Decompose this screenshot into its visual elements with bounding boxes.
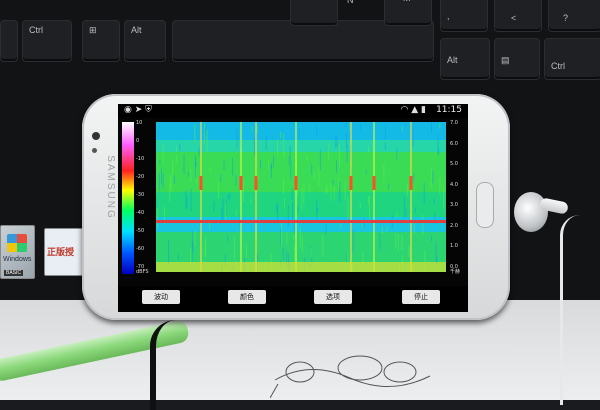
transient-peak bbox=[239, 176, 243, 190]
right-scale-label: 7.0 bbox=[450, 120, 458, 126]
right-scale-label: 4.0 bbox=[450, 181, 458, 188]
windows-logo-icon bbox=[7, 234, 27, 252]
key-menu[interactable]: ▤ bbox=[494, 38, 540, 80]
color-button[interactable]: 颜色 bbox=[228, 290, 266, 304]
black-cable bbox=[150, 320, 176, 410]
phone-screen: ◉ ➤ ⛨ ◠ ▲ ▮ 11:15 10 0 -10 -20 -30 -40 -50 -60 -… bbox=[118, 104, 468, 312]
spectrogram-band bbox=[156, 217, 446, 232]
tone-line bbox=[156, 220, 446, 223]
home-button[interactable] bbox=[476, 182, 494, 228]
transient-peak bbox=[372, 176, 376, 190]
left-scale-label: -30 bbox=[136, 192, 145, 198]
key-n[interactable]: N bbox=[290, 0, 354, 26]
left-scale-label: -20 bbox=[136, 174, 145, 180]
right-scale-unit: 千赫 bbox=[450, 269, 461, 275]
spectrogram-view: 10 0 -10 -20 -30 -40 -50 -60 -70 dBFS 7.0 6.0 5.0 4.… bbox=[118, 118, 468, 286]
noise-floor bbox=[156, 262, 446, 272]
key-question[interactable]: ? bbox=[548, 0, 600, 32]
earphone-wire bbox=[560, 215, 587, 405]
left-scale-label: -40 bbox=[136, 210, 145, 216]
transient-peak bbox=[294, 176, 298, 190]
key-label: < bbox=[511, 13, 517, 23]
key-label: N bbox=[347, 0, 354, 5]
notification-icons: ◉ ➤ ⛨ bbox=[124, 105, 152, 115]
windows-sticker: Windows BASIC bbox=[0, 225, 35, 279]
phone-brand: SAMSUNG bbox=[104, 155, 116, 220]
right-scale-label: 5.0 bbox=[450, 161, 458, 167]
spectrogram-image bbox=[156, 122, 446, 272]
stop-button[interactable]: 停止 bbox=[402, 290, 440, 304]
transient-peak bbox=[349, 176, 353, 190]
left-scale-label: 10 bbox=[136, 120, 143, 126]
key-alt-left[interactable]: Alt bbox=[124, 20, 166, 62]
status-bar: ◉ ➤ ⛨ ◠ ▲ ▮ 11:15 bbox=[118, 104, 468, 118]
wifi-signal-battery-icon: ◠ ▲ ▮ bbox=[400, 105, 426, 115]
key-label: Ctrl bbox=[551, 61, 565, 71]
key-ctrl-left[interactable]: Ctrl bbox=[22, 20, 72, 62]
status-time: 11:15 bbox=[436, 105, 462, 115]
genuine-sticker-text: 正版授 bbox=[47, 247, 75, 257]
key-space[interactable] bbox=[172, 20, 434, 62]
transient-peak bbox=[199, 176, 203, 190]
key-ctrl-right[interactable]: Ctrl bbox=[544, 38, 600, 80]
key-label: Alt bbox=[131, 25, 142, 35]
left-scale-label: -10 bbox=[136, 156, 145, 162]
key-m[interactable]: M bbox=[384, 0, 432, 26]
left-scale-unit: dBFS bbox=[136, 269, 149, 275]
right-scale-label: 3.0 bbox=[450, 202, 458, 208]
spectrogram-band bbox=[156, 152, 446, 192]
left-scale-label: -50 bbox=[136, 228, 145, 234]
windows-sticker-text: Windows bbox=[3, 256, 32, 263]
key-label: ? bbox=[563, 13, 569, 23]
transient-peak bbox=[254, 176, 258, 190]
pencil-sketch bbox=[270, 355, 431, 399]
left-scale-label: -60 bbox=[136, 246, 145, 252]
left-scale-label: -70 bbox=[136, 264, 145, 270]
key-comma[interactable]: , bbox=[440, 0, 488, 32]
key-label: Alt bbox=[447, 55, 458, 65]
key-label: Ctrl bbox=[29, 25, 43, 35]
front-camera-icon bbox=[92, 132, 100, 140]
waveform-button[interactable]: 波动 bbox=[142, 290, 180, 304]
color-scale-bar bbox=[122, 122, 134, 274]
windows-edition-text: BASIC bbox=[4, 270, 24, 276]
key-fn-row[interactable] bbox=[0, 20, 18, 62]
smartphone: SAMSUNG ◉ ➤ ⛨ ◠ ▲ ▮ 11:15 10 0 -10 -20 -30 -4… bbox=[82, 94, 510, 320]
menu-icon: ▤ bbox=[501, 55, 510, 65]
key-label: , bbox=[447, 11, 450, 21]
key-less[interactable]: < bbox=[494, 0, 542, 32]
button-bar: 波动 颜色 选项 停止 bbox=[118, 286, 468, 312]
windows-icon: ⊞ bbox=[89, 25, 97, 35]
right-scale-label: 1.0 bbox=[450, 243, 458, 249]
proximity-sensor bbox=[92, 148, 97, 153]
transient-peak bbox=[409, 176, 413, 190]
right-scale-label: 2.0 bbox=[450, 222, 458, 229]
genuine-sticker: 正版授 bbox=[44, 228, 86, 276]
right-scale-label: 6.0 bbox=[450, 140, 458, 147]
key-windows[interactable]: ⊞ bbox=[82, 20, 120, 62]
right-scale-label: 0.0 bbox=[450, 263, 458, 270]
key-alt-right[interactable]: Alt bbox=[440, 38, 490, 80]
left-scale-label: 0 bbox=[136, 138, 140, 144]
options-button[interactable]: 选项 bbox=[314, 290, 352, 304]
spectrogram-band bbox=[156, 192, 446, 217]
key-label: M bbox=[403, 0, 411, 3]
